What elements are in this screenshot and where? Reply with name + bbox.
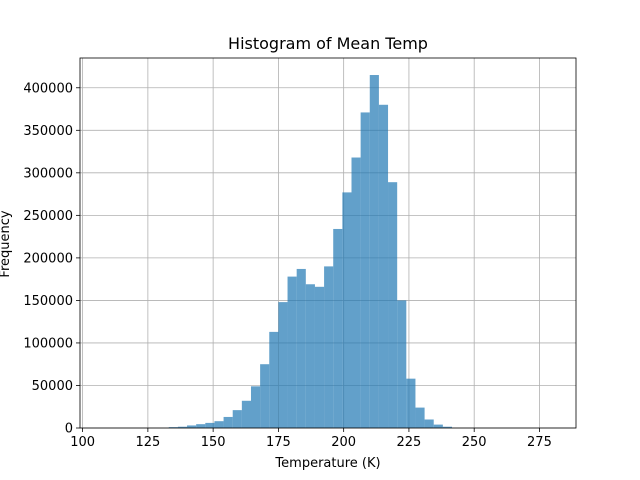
- x-tick-label: 250: [462, 435, 487, 450]
- y-tick-label: 100000: [23, 336, 73, 351]
- histogram-bar: [433, 424, 443, 428]
- ticks-layer: 100 125 150 175 200 225 250 275 0 50000 100000 1500…: [23, 81, 552, 450]
- x-tick-label: 150: [201, 435, 226, 450]
- histogram-bar: [360, 112, 370, 429]
- x-tick-label: 275: [527, 435, 552, 450]
- histogram-bar: [214, 421, 224, 428]
- histogram-bar: [250, 386, 261, 428]
- histogram-bar: [232, 410, 242, 428]
- histogram-bar: [424, 419, 434, 428]
- y-tick-label: 350000: [23, 124, 73, 139]
- histogram-bar: [205, 422, 215, 428]
- histogram-bar: [342, 192, 352, 428]
- histogram-bar: [324, 266, 334, 428]
- histogram-bar: [278, 302, 288, 428]
- histogram-bar: [378, 104, 389, 428]
- histogram-bar: [187, 425, 197, 428]
- y-tick-label: 250000: [23, 209, 73, 224]
- histogram-bar: [196, 424, 206, 428]
- x-axis-label: Temperature (K): [274, 456, 380, 471]
- histogram-bar: [223, 416, 233, 428]
- histogram-bar: [333, 228, 343, 428]
- histogram-bar: [415, 407, 425, 428]
- histogram-bar: [260, 364, 270, 428]
- histogram-bar: [406, 378, 416, 428]
- x-tick-label: 125: [135, 435, 160, 450]
- histogram-bar: [397, 300, 407, 428]
- histogram-bar: [241, 400, 251, 428]
- chart-title: Histogram of Mean Temp: [228, 34, 428, 53]
- x-tick-label: 175: [266, 435, 291, 450]
- histogram-bar: [305, 284, 315, 428]
- x-tick-label: 200: [331, 435, 356, 450]
- histogram-bar: [168, 427, 178, 428]
- histogram-bar: [314, 286, 325, 428]
- y-tick-label: 400000: [23, 81, 73, 96]
- histogram-bar: [388, 182, 398, 428]
- histogram-bar: [287, 276, 297, 428]
- y-tick-label: 50000: [32, 379, 73, 394]
- histogram-bar: [369, 75, 379, 428]
- histogram-bar: [269, 331, 279, 428]
- bars-layer: [168, 75, 452, 429]
- y-tick-label: 300000: [23, 166, 73, 181]
- y-tick-label: 150000: [23, 294, 73, 309]
- histogram-bar: [177, 426, 188, 428]
- y-tick-label: 0: [65, 422, 73, 437]
- x-tick-label: 100: [70, 435, 95, 450]
- histogram-bar: [296, 268, 306, 428]
- x-tick-label: 225: [397, 435, 422, 450]
- histogram-bar: [351, 157, 361, 428]
- plot-frame: [79, 57, 577, 429]
- histogram-bar: [442, 426, 452, 428]
- y-axis-label: Frequency: [0, 210, 13, 277]
- y-tick-label: 200000: [23, 251, 73, 266]
